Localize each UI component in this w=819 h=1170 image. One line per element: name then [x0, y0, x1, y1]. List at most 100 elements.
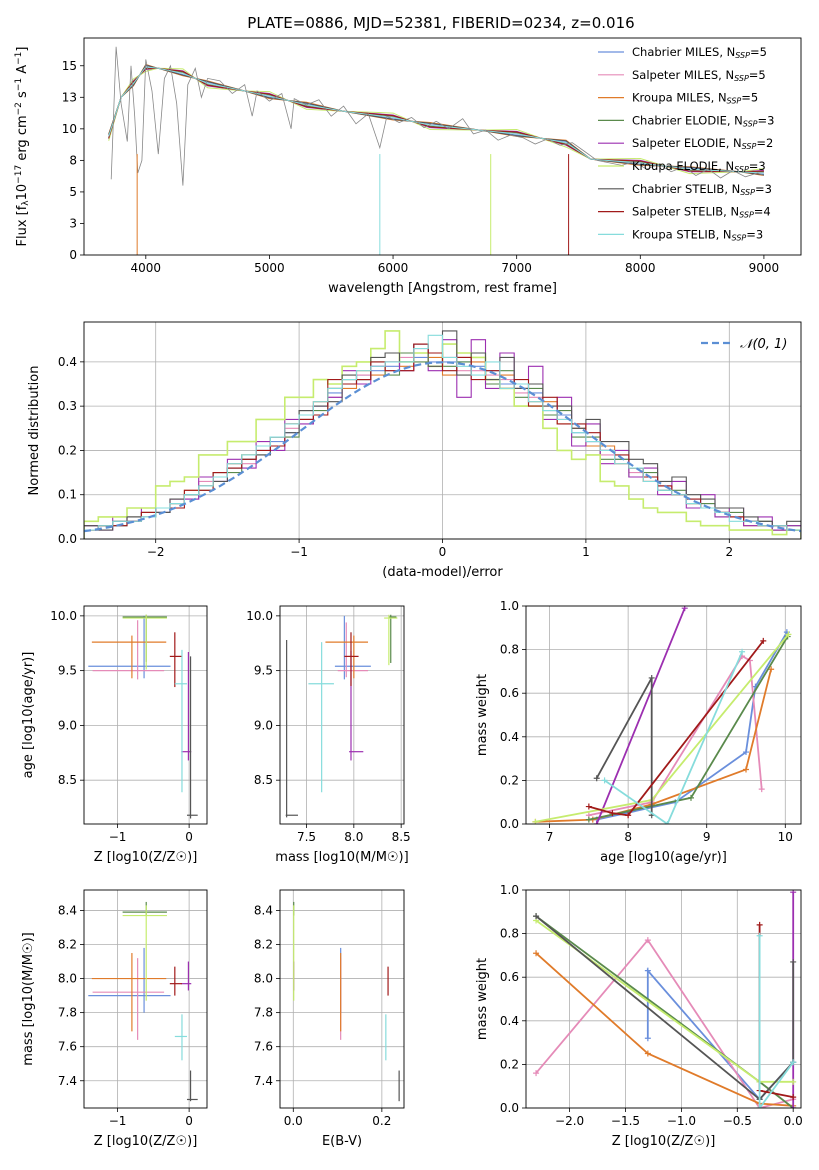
y-tick-label: 7.6	[58, 1040, 77, 1054]
y-tick-label: 8.5	[254, 773, 273, 787]
errorbar-marker	[122, 614, 167, 670]
x-tick-label: −1.0	[667, 1114, 696, 1128]
figure-title: PLATE=0886, MJD=52381, FIBERID=0234, z=0…	[247, 14, 634, 32]
x-tick-label: −2	[147, 545, 165, 559]
y-tick-label: 0	[69, 248, 77, 262]
residuals-panel: −2 −1 0 1 2 0.0 0.1 0.2 0.3 0.4 (data-model)/error…	[27, 321, 802, 580]
point-marker	[790, 1105, 797, 1108]
weight-series-line	[595, 607, 686, 824]
weight-series-line	[604, 651, 743, 824]
y-tick-label: 3	[69, 216, 77, 230]
x-tick-label: 7.5	[297, 830, 316, 844]
point-marker	[790, 1078, 797, 1085]
x-tick-label: 7000	[501, 261, 532, 275]
point-marker	[688, 794, 694, 801]
x-tick-label: 10	[778, 830, 793, 844]
axes-frame	[525, 889, 802, 1109]
errorbar-marker	[91, 953, 167, 1032]
point-marker	[533, 1070, 540, 1077]
y-tick-label: 5	[69, 185, 77, 199]
point-marker	[760, 637, 767, 644]
y-tick-label: 0.8	[500, 927, 519, 941]
legend-label: Kroupa MILES, NSSP=5	[632, 91, 758, 106]
errorbar-marker	[384, 614, 398, 666]
point-marker	[790, 958, 797, 965]
point-marker	[593, 821, 600, 824]
observed-spectrum-line	[110, 46, 765, 186]
y-tick-label: 0.0	[58, 532, 77, 546]
axes-frame	[83, 605, 208, 825]
point-marker	[644, 937, 651, 944]
point-marker	[533, 913, 540, 920]
spectrum-plot-area	[108, 46, 765, 255]
weight-series-line	[588, 640, 765, 817]
x-tick-label: 8	[624, 830, 632, 844]
x-axis-label: (data-model)/error	[382, 565, 503, 580]
legend-label: Chabrier MILES, NSSP=5	[632, 45, 767, 60]
errorbar-marker	[337, 622, 369, 678]
x-axis-label: mass [log10(M/M☉)]	[275, 850, 408, 865]
y-tick-label: 9.0	[254, 718, 273, 732]
point-marker	[648, 674, 655, 681]
legend-label: Salpeter STELIB, NSSP=4	[632, 205, 771, 220]
y-tick-label: 8.2	[58, 938, 77, 952]
x-tick-label: 4000	[131, 261, 162, 275]
x-tick-label: 0.0	[284, 1114, 303, 1128]
weight-vs-Z-panel: −2.0 −1.5 −1.0 −0.5 0.0 0.0 0.2 0.4 0.6 0.8 1.0 Z […	[475, 883, 803, 1149]
x-axis-label: age [log10(age/yr)]	[600, 850, 727, 865]
age-vs-mass-panel: 7.5 8.0 8.5 8.5 9.0 9.5 10.0 mass [log10(M/M☉)]	[246, 605, 411, 865]
y-tick-label: 0.6	[500, 686, 519, 700]
axes-frame	[83, 321, 802, 540]
legend-label: Kroupa ELODIE, NSSP=3	[632, 159, 766, 174]
gaussian-curve	[84, 361, 801, 533]
mass-vs-Z-plot-area	[88, 901, 198, 1102]
y-tick-label: 7.8	[254, 1006, 273, 1020]
y-tick-label: 15	[62, 59, 77, 73]
errorbar-marker	[169, 632, 182, 688]
spectrum-panel: 4000 5000 6000 7000 8000 9000 0 3 5 8 10 13 15 wavele…	[14, 37, 802, 296]
point-marker	[644, 1050, 651, 1057]
axes-frame	[525, 605, 802, 825]
y-axis-label: age [log10(age/yr)]	[21, 652, 36, 779]
weight-series-line	[535, 915, 795, 1101]
point-marker	[756, 1105, 763, 1108]
point-marker	[533, 950, 540, 957]
mass-vs-ebv-plot-area	[293, 901, 400, 1102]
y-tick-label: 9.5	[254, 664, 273, 678]
point-marker	[625, 812, 632, 819]
point-marker	[790, 1094, 797, 1101]
y-tick-label: 8.0	[254, 972, 273, 986]
errorbar-marker	[181, 961, 192, 991]
weight-vs-age-panel: 7 8 9 10 0.0 0.2 0.4 0.6 0.8 1.0 age [log10(age/yr…	[475, 599, 802, 865]
point-marker	[585, 816, 592, 823]
point-marker	[790, 1059, 797, 1066]
errorbar-marker	[344, 632, 359, 686]
y-tick-label: 7.4	[58, 1074, 77, 1088]
axes-frame	[83, 889, 208, 1109]
x-tick-label: 8.5	[392, 830, 411, 844]
x-tick-label: −2.0	[555, 1114, 584, 1128]
y-tick-label: 0.3	[58, 399, 77, 413]
errorbar-marker	[174, 649, 187, 793]
axes-frame	[83, 37, 802, 256]
x-tick-label: 0	[185, 1114, 193, 1128]
x-axis-label: wavelength [Angstrom, rest frame]	[328, 281, 557, 296]
legend-label: 𝒩(0, 1)	[740, 337, 787, 352]
y-tick-label: 0.0	[500, 817, 519, 831]
y-tick-label: 10	[62, 122, 77, 136]
x-axis-label: E(B-V)	[322, 1134, 362, 1149]
x-tick-label: 0.2	[372, 1114, 391, 1128]
x-axis-label: Z [log10(Z/Z☉)]	[612, 1134, 716, 1149]
y-tick-label: 0.2	[500, 1057, 519, 1071]
y-tick-label: 7.8	[58, 1006, 77, 1020]
x-tick-label: −1.5	[611, 1114, 640, 1128]
legend-label: Salpeter MILES, NSSP=5	[632, 68, 766, 83]
point-marker	[664, 821, 671, 824]
y-axis-label: Flux [fλ10−17 erg cm−2 s−1 A−1]	[14, 47, 31, 247]
x-axis-label: Z [log10(Z/Z☉)]	[94, 850, 198, 865]
axes-frame	[279, 889, 405, 1109]
x-tick-label: −1	[290, 545, 308, 559]
y-tick-label: 1.0	[500, 599, 519, 613]
point-marker	[758, 786, 765, 793]
weight-vs-Z-plot-area	[533, 890, 797, 1108]
